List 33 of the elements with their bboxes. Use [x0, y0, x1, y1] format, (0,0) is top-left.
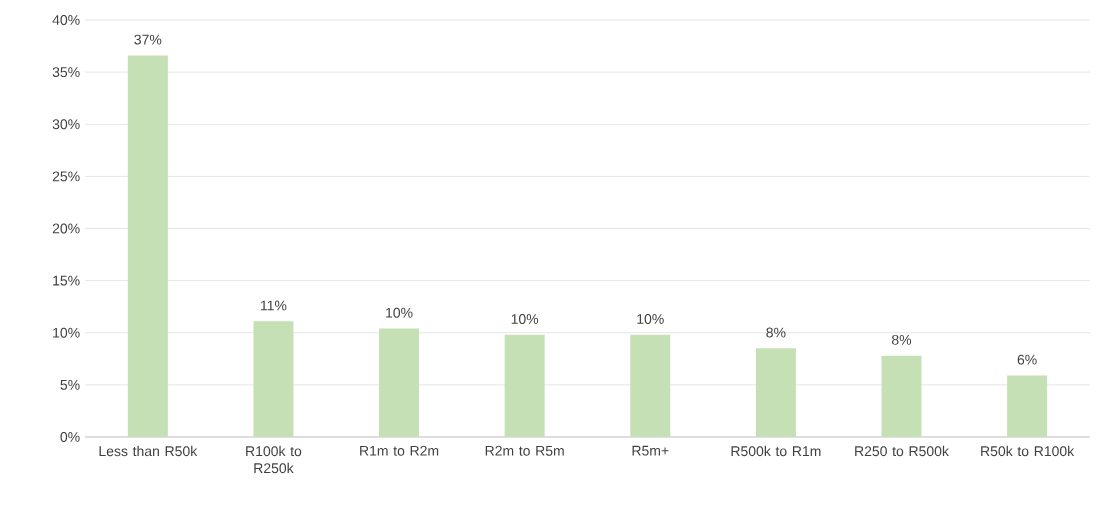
bar [630, 334, 671, 437]
data-label: 10% [386, 307, 413, 318]
y-tick-label: 15% [53, 275, 80, 286]
y-tick-label: 0% [60, 432, 80, 442]
y-tick-label: 20% [52, 223, 80, 234]
y-tick-label: 40% [52, 15, 80, 25]
x-tick-label: R50k to R100k [981, 445, 1075, 457]
bar [253, 321, 294, 437]
bar [127, 55, 168, 437]
data-label: 8% [891, 334, 912, 345]
x-tick-label: Less than R50k [99, 445, 198, 457]
bar [504, 334, 545, 437]
bar [1007, 375, 1048, 437]
x-tick-label: R2m to R5m [485, 445, 564, 456]
x-tick-label: R250 to R500k [855, 445, 949, 457]
x-tick-label: R100k to R250k [246, 445, 302, 474]
x-tick-label: R5m+ [632, 445, 669, 456]
y-tick-label: 30% [52, 119, 80, 130]
bar [755, 348, 796, 437]
y-tick-label: 35% [52, 67, 80, 78]
y-tick-label: 10% [53, 327, 80, 338]
y-tick-label: 5% [60, 379, 80, 390]
data-label: 6% [1017, 354, 1037, 365]
data-label: 10% [511, 314, 539, 324]
x-tick-label: R500k to R1m [731, 445, 821, 457]
data-label: 11% [261, 300, 287, 311]
x-tick-label: R1m to R2m [360, 445, 439, 456]
bar [881, 355, 922, 437]
bar [379, 328, 420, 437]
data-label: 10% [637, 314, 664, 324]
data-label: 8% [766, 327, 786, 338]
data-label: 37% [134, 34, 162, 45]
y-tick-label: 25% [52, 171, 80, 182]
